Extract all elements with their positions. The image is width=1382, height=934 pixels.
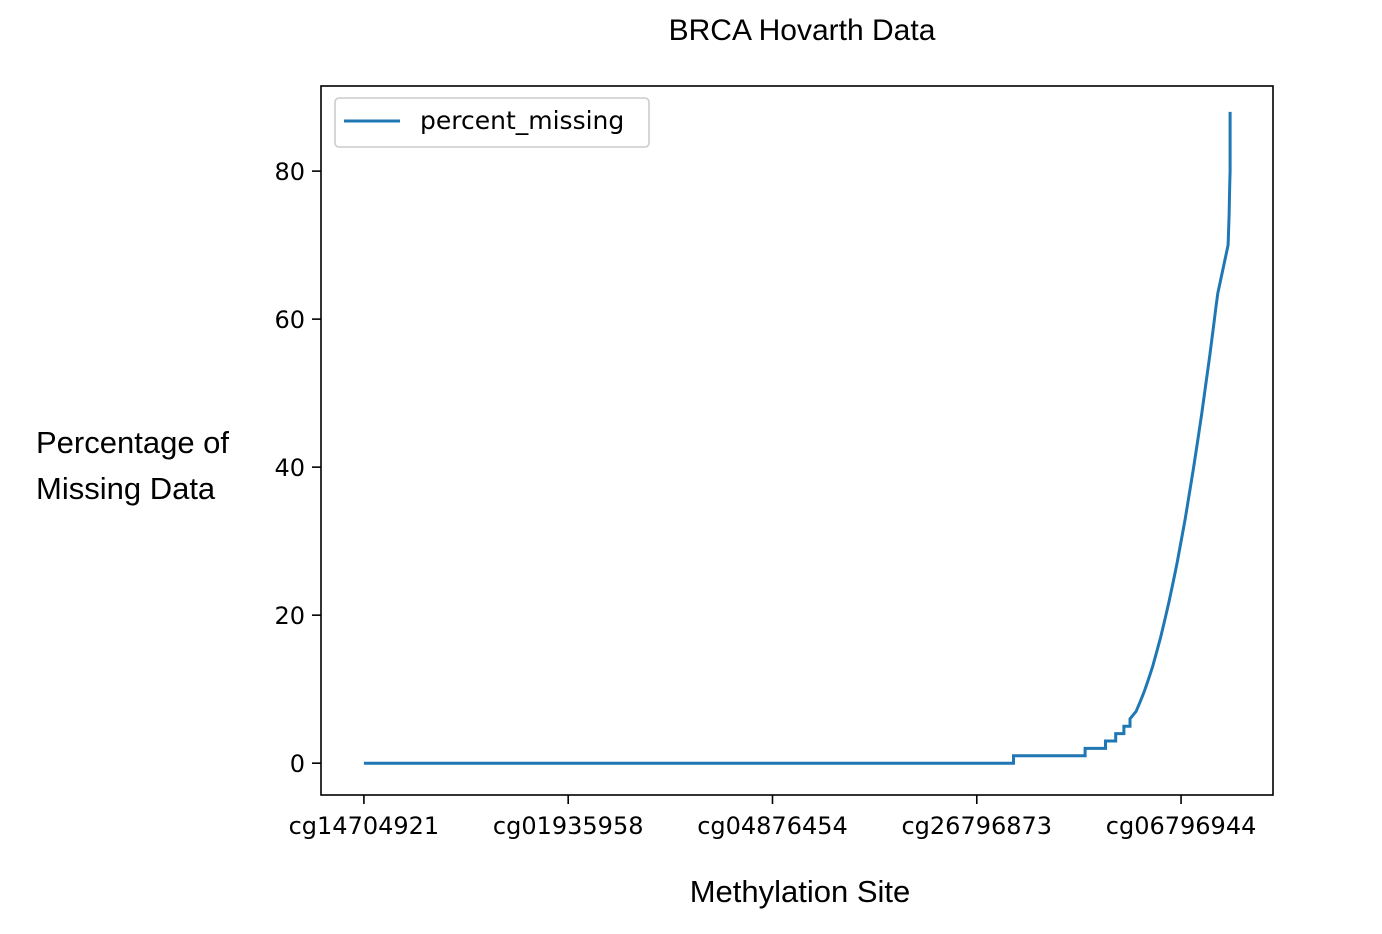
x-axis-label: Methylation Site (689, 874, 911, 909)
chart-title: BRCA Hovarth Data (668, 14, 936, 47)
x-ticks: cg14704921 cg01935958 cg04876454 cg26796873… (289, 795, 1257, 840)
y-tick-label: 40 (274, 454, 305, 482)
plot-frame (320, 85, 1274, 796)
x-tick-label: cg26796873 (901, 812, 1052, 840)
y-tick-label: 80 (274, 158, 305, 186)
legend: percent_missing (334, 97, 650, 148)
y-axis-label-line-2: Missing Data (36, 471, 216, 506)
x-tick-label: cg06796944 (1106, 812, 1257, 840)
y-tick-label: 20 (274, 602, 305, 630)
x-tick-label: cg04876454 (697, 812, 848, 840)
x-tick-label: cg14704921 (289, 812, 440, 840)
series-line-percent-missing (363, 111, 1232, 765)
legend-label: percent_missing (420, 106, 624, 135)
x-tick-label: cg01935958 (493, 812, 644, 840)
y-axis-label-line-1: Percentage of (36, 425, 230, 460)
y-ticks: 0 20 40 60 80 (274, 158, 321, 778)
y-axis-label: Percentage of Missing Data (36, 420, 229, 512)
y-tick-label: 60 (274, 306, 305, 334)
legend-box (334, 97, 650, 148)
y-tick-label: 0 (290, 750, 305, 778)
